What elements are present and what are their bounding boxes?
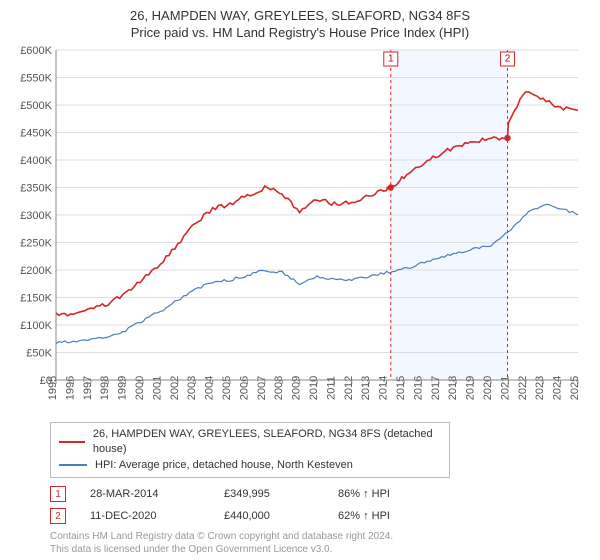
transaction-id-box: 2 — [50, 508, 66, 524]
y-tick-label: £300K — [20, 210, 52, 222]
x-tick-label: 2001 — [151, 376, 163, 400]
x-tick-label: 2018 — [447, 376, 459, 400]
x-tick-label: 1997 — [82, 376, 94, 400]
transaction-price: £349,995 — [224, 488, 314, 500]
x-tick-label: 2021 — [499, 376, 511, 400]
x-tick-label: 2007 — [256, 376, 268, 400]
x-tick-label: 2020 — [482, 376, 494, 400]
x-tick-label: 2014 — [378, 376, 390, 400]
x-tick-label: 2022 — [517, 376, 529, 400]
y-tick-label: £550K — [20, 72, 52, 84]
legend: 26, HAMPDEN WAY, GREYLEES, SLEAFORD, NG3… — [50, 422, 450, 478]
chart-subtitle: Price paid vs. HM Land Registry's House … — [12, 25, 588, 40]
y-tick-label: £250K — [20, 237, 52, 249]
y-tick-label: £600K — [20, 46, 52, 57]
x-tick-label: 2012 — [343, 376, 355, 400]
transaction-id-box: 1 — [50, 486, 66, 502]
x-tick-label: 1996 — [64, 376, 76, 400]
chart-svg: £0£50K£100K£150K£200K£250K£300K£350K£400… — [12, 46, 588, 416]
x-tick-label: 2004 — [204, 376, 216, 400]
marker-label: 1 — [388, 53, 394, 64]
transaction-pct: 86% ↑ HPI — [338, 488, 390, 500]
x-tick-label: 2015 — [395, 376, 407, 400]
x-tick-label: 2019 — [465, 376, 477, 400]
chart-area: £0£50K£100K£150K£200K£250K£300K£350K£400… — [12, 46, 588, 416]
transaction-date: 28-MAR-2014 — [90, 488, 200, 500]
x-tick-label: 2009 — [291, 376, 303, 400]
x-tick-label: 2006 — [238, 376, 250, 400]
chart-title: 26, HAMPDEN WAY, GREYLEES, SLEAFORD, NG3… — [12, 8, 588, 25]
y-tick-label: £100K — [20, 320, 52, 332]
transaction-date: 11-DEC-2020 — [90, 510, 200, 522]
x-tick-label: 2005 — [221, 376, 233, 400]
y-tick-label: £450K — [20, 127, 52, 139]
x-tick-label: 1999 — [117, 376, 129, 400]
marker-dot — [504, 135, 510, 141]
y-tick-label: £200K — [20, 265, 52, 277]
x-tick-label: 2017 — [430, 376, 442, 400]
footer-line-2: This data is licensed under the Open Gov… — [50, 543, 588, 556]
x-tick-label: 2002 — [169, 376, 181, 400]
y-tick-label: £350K — [20, 182, 52, 194]
x-tick-label: 2013 — [360, 376, 372, 400]
x-tick-label: 2016 — [412, 376, 424, 400]
x-tick-label: 2023 — [534, 376, 546, 400]
y-tick-label: £50K — [26, 347, 52, 359]
y-tick-label: £150K — [20, 292, 52, 304]
footer-attribution: Contains HM Land Registry data © Crown c… — [50, 530, 588, 556]
legend-label: 26, HAMPDEN WAY, GREYLEES, SLEAFORD, NG3… — [93, 427, 441, 458]
marker-label: 2 — [505, 53, 511, 64]
transaction-pct: 62% ↑ HPI — [338, 510, 390, 522]
x-tick-label: 2010 — [308, 376, 320, 400]
x-tick-label: 2003 — [186, 376, 198, 400]
transactions-table: 1 28-MAR-2014 £349,995 86% ↑ HPI 2 11-DEC-202… — [50, 486, 588, 524]
footer-line-1: Contains HM Land Registry data © Crown c… — [50, 530, 588, 543]
x-tick-label: 2025 — [569, 376, 581, 400]
y-tick-label: £500K — [20, 100, 52, 112]
y-tick-label: £400K — [20, 155, 52, 167]
x-tick-label: 2008 — [273, 376, 285, 400]
legend-label: HPI: Average price, detached house, Nort… — [95, 458, 353, 473]
transaction-price: £440,000 — [224, 510, 314, 522]
transaction-row: 1 28-MAR-2014 £349,995 86% ↑ HPI — [50, 486, 588, 502]
x-tick-label: 1998 — [99, 376, 111, 400]
legend-item: HPI: Average price, detached house, Nort… — [59, 458, 441, 473]
x-tick-label: 1995 — [47, 376, 59, 400]
x-tick-label: 2000 — [134, 376, 146, 400]
x-tick-label: 2024 — [552, 376, 564, 400]
legend-item: 26, HAMPDEN WAY, GREYLEES, SLEAFORD, NG3… — [59, 427, 441, 458]
legend-swatch — [59, 464, 87, 466]
marker-dot — [388, 184, 394, 190]
transaction-row: 2 11-DEC-2020 £440,000 62% ↑ HPI — [50, 508, 588, 524]
legend-swatch — [59, 441, 85, 443]
